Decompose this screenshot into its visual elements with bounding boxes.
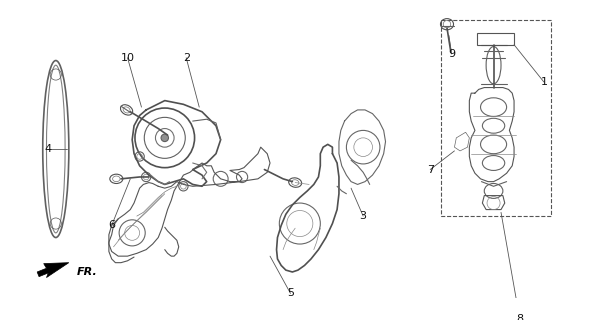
Ellipse shape: [161, 134, 168, 141]
Bar: [441, 20, 552, 216]
Text: FR.: FR.: [76, 267, 97, 277]
Text: 7: 7: [427, 164, 434, 174]
Text: 8: 8: [516, 314, 523, 320]
Text: 4: 4: [45, 144, 52, 154]
Text: 9: 9: [448, 49, 455, 59]
Polygon shape: [37, 263, 69, 277]
Text: 10: 10: [121, 53, 134, 63]
Text: 5: 5: [287, 288, 294, 299]
Text: 2: 2: [183, 53, 190, 63]
Text: 3: 3: [359, 211, 367, 221]
Text: 1: 1: [540, 77, 547, 87]
Text: 6: 6: [108, 220, 115, 230]
